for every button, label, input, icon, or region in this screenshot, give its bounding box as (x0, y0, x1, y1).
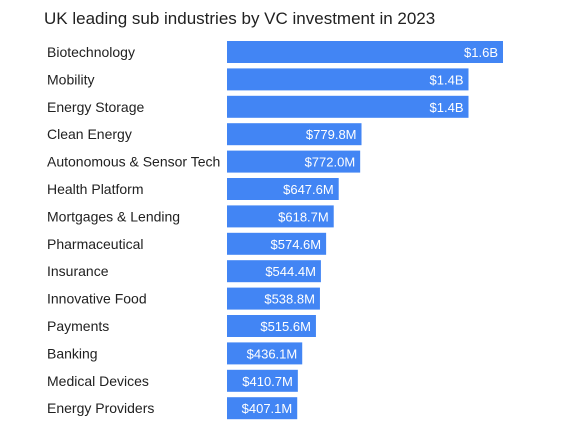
value-label: $544.4M (265, 264, 316, 279)
category-label: Energy Storage (47, 99, 144, 115)
value-label: $410.7M (242, 374, 293, 389)
chart-title: UK leading sub industries by VC investme… (44, 9, 436, 28)
bar (227, 123, 362, 146)
value-label: $618.7M (278, 209, 329, 224)
value-label: $515.6M (260, 319, 311, 334)
bar (227, 260, 321, 283)
bar (227, 287, 320, 310)
category-label: Payments (47, 318, 109, 334)
category-label: Health Platform (47, 181, 143, 197)
category-label: Clean Energy (47, 126, 132, 142)
category-label: Energy Providers (47, 400, 154, 416)
value-label: $772.0M (305, 155, 356, 170)
bar (227, 95, 469, 118)
value-label: $436.1M (247, 346, 298, 361)
category-label: Innovative Food (47, 291, 147, 307)
value-label: $647.6M (283, 182, 334, 197)
category-label: Pharmaceutical (47, 236, 144, 252)
category-label: Banking (47, 345, 98, 361)
bar (227, 205, 334, 228)
value-label: $1.6B (464, 45, 498, 60)
value-label: $779.8M (306, 127, 357, 142)
category-label: Medical Devices (47, 373, 149, 389)
bar (227, 369, 298, 392)
bar (227, 342, 303, 365)
bar (227, 397, 298, 420)
value-label: $1.4B (430, 100, 464, 115)
category-label: Mortgages & Lending (47, 208, 180, 224)
value-label: $1.4B (430, 72, 464, 87)
category-label: Insurance (47, 263, 109, 279)
category-label: Biotechnology (47, 44, 135, 60)
bar (227, 150, 361, 173)
value-label: $574.6M (271, 237, 322, 252)
category-label: Mobility (47, 71, 94, 87)
category-label: Autonomous & Sensor Tech (47, 154, 220, 170)
value-label: $538.8M (264, 292, 315, 307)
value-label: $407.1M (242, 401, 293, 416)
bar (227, 315, 316, 337)
bar (227, 178, 339, 200)
bar (227, 68, 469, 91)
bar (227, 232, 327, 255)
bar (227, 41, 503, 63)
